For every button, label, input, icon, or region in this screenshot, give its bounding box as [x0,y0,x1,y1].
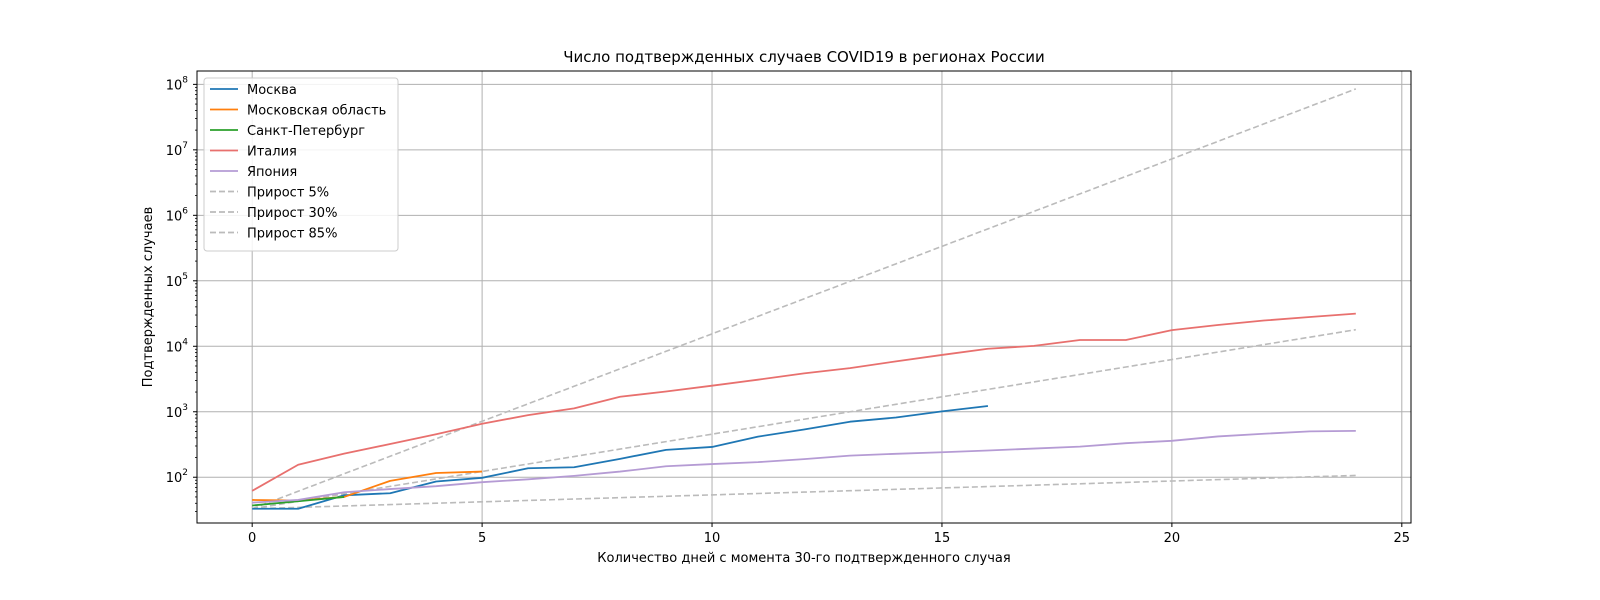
y-tick-label: 103 [166,403,188,421]
y-tick-label: 104 [166,337,189,355]
x-tick-label: 25 [1394,531,1411,546]
legend-label: Прирост 85% [247,227,337,242]
y-axis-label: Подтвержденных случаев [141,207,156,387]
plot-series [251,88,1357,510]
legend-label: Санкт-Петербург [247,124,365,139]
series-line-3 [251,312,1356,492]
x-tick-label: 20 [1164,531,1181,546]
series-line-2 [252,496,345,507]
legend-label: Япония [247,165,297,180]
y-tick-label: 105 [166,272,188,290]
y-tick-label: 108 [166,75,189,93]
x-tick-label: 5 [478,531,486,546]
x-tick-label: 15 [934,531,951,546]
series-line-4 [252,429,1356,504]
plot-frame [196,70,1412,524]
legend-label: Москва [247,83,297,98]
legend-label: Италия [247,145,297,160]
x-tick-label: 10 [704,531,721,546]
legend: Москва Московская область Санкт-Петербург И… [203,77,399,252]
y-tick-label: 102 [166,468,188,486]
x-axis-label: Количество дней с момента 30-го подтверж… [597,551,1010,566]
series-line-7 [251,88,1357,510]
x-tick-label: 0 [248,531,256,546]
y-tick-label: 107 [166,141,188,159]
series-line-6 [252,328,1356,510]
y-axis-ticks: 102 103 104 105 106 107 108 [166,75,197,512]
x-axis-ticks: 0 5 10 15 20 25 [248,523,1410,546]
legend-label: Московская область [247,104,386,119]
series-line-5 [252,474,1356,510]
series-line-0 [252,405,989,510]
legend-label: Прирост 30% [247,206,337,221]
legend-label: Прирост 5% [247,186,329,201]
grid [197,71,1411,523]
legend-box [203,77,399,252]
y-tick-label: 106 [166,206,189,224]
chart-title: Число подтвержденных случаев COVID19 в р… [563,48,1044,66]
